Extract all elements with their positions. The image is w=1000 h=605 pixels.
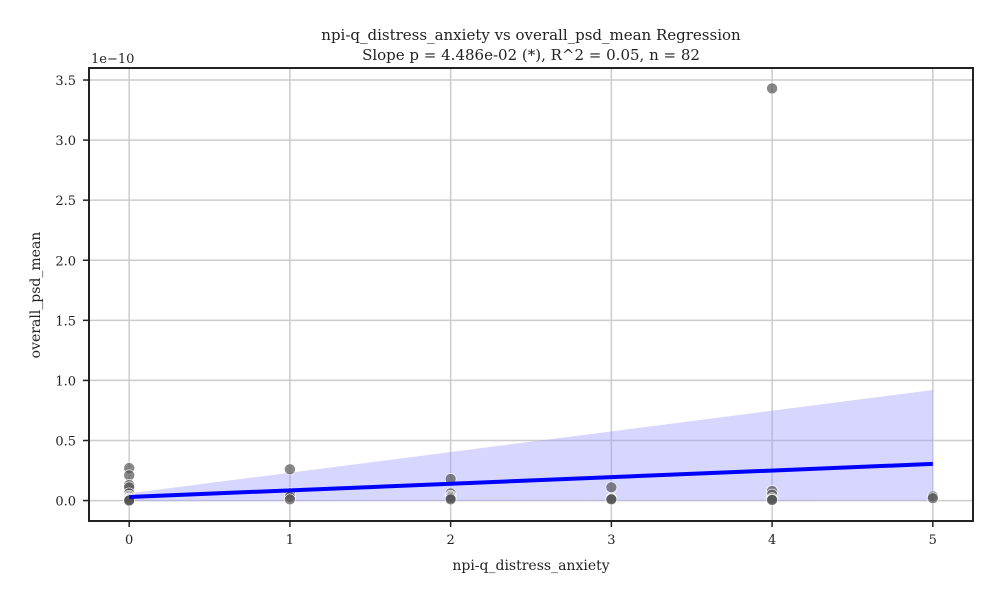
chart-title: npi-q_distress_anxiety vs overall_psd_me… [321, 26, 741, 44]
x-tick-label: 3 [607, 533, 615, 548]
x-tick-label: 2 [446, 533, 454, 548]
data-point [605, 493, 618, 506]
x-tick-label: 1 [286, 533, 294, 548]
y-axis-label: overall_psd_mean [28, 232, 44, 359]
x-tick-label: 5 [929, 533, 937, 548]
plot-frame [88, 67, 974, 522]
x-axis-label: npi-q_distress_anxiety [452, 558, 609, 574]
x-axis-ticks: 0 1 2 3 4 5 [125, 521, 937, 548]
data-point [284, 463, 296, 476]
chart-subtitle: Slope p = 4.486e-02 (*), R^2 = 0.05, n =… [362, 46, 700, 64]
y-tick-label: 1.0 [55, 374, 76, 389]
y-axis-ticks: 0.0 0.5 1.0 1.5 2.0 2.5 3.0 3.5 [55, 74, 89, 510]
y-tick-label: 2.0 [55, 254, 76, 269]
data-point [766, 494, 778, 506]
grid [89, 68, 973, 521]
y-tick-label: 3.0 [55, 134, 76, 149]
y-scale-label: 1e−10 [91, 52, 134, 67]
regression-line-layer [129, 461, 933, 499]
data-point [605, 481, 618, 494]
y-tick-label: 3.5 [55, 74, 76, 89]
confidence-band-layer [129, 390, 933, 502]
regression-line [129, 461, 933, 499]
data-point [927, 492, 939, 504]
confidence-band [129, 390, 933, 502]
y-tick-label: 0.0 [55, 495, 76, 510]
y-tick-label: 2.5 [55, 194, 76, 209]
data-point [444, 493, 457, 506]
y-tick-label: 1.5 [55, 314, 76, 329]
y-tick-label: 0.5 [55, 434, 76, 449]
x-tick-label: 0 [125, 533, 133, 548]
data-point [766, 82, 778, 95]
x-tick-label: 4 [768, 533, 776, 548]
data-point [284, 493, 296, 506]
